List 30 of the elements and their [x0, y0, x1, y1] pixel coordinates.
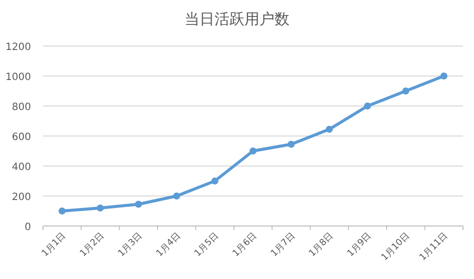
x-tick-label: 1月1日 [40, 231, 68, 259]
chart-title: 当日活跃用户数 [184, 10, 290, 28]
x-tick-label: 1月9日 [346, 231, 374, 259]
point [250, 148, 256, 154]
point [211, 178, 218, 184]
x-tick-label: 1月3日 [116, 231, 145, 259]
point [288, 140, 295, 148]
x-tick-label: 1月4日 [154, 231, 183, 259]
point [364, 102, 372, 110]
point [402, 88, 410, 94]
y-tick-label: 1200 [6, 42, 31, 53]
y-tick-label: 800 [12, 102, 31, 113]
point [173, 192, 180, 200]
point [440, 72, 448, 80]
y-tick-label: 1000 [6, 72, 31, 83]
y-tick-label: 200 [12, 192, 31, 203]
y-tick-label: 600 [12, 132, 31, 143]
x-tick-label: 1月2日 [78, 231, 106, 259]
point [96, 204, 104, 212]
x-tick-label: 1月8日 [308, 231, 336, 259]
x-tick-label: 1月5日 [193, 231, 221, 259]
x-tick-label: 1月10日 [380, 231, 412, 264]
y-tick-label: 400 [12, 162, 31, 173]
point [58, 208, 66, 214]
x-tick-label: 1月7日 [269, 231, 298, 259]
x-tick-label: 1月11日 [418, 231, 450, 264]
x-tick-label: 1月6日 [231, 231, 260, 259]
point [134, 200, 142, 208]
point [326, 126, 333, 133]
y-tick-label: 0 [24, 222, 31, 233]
